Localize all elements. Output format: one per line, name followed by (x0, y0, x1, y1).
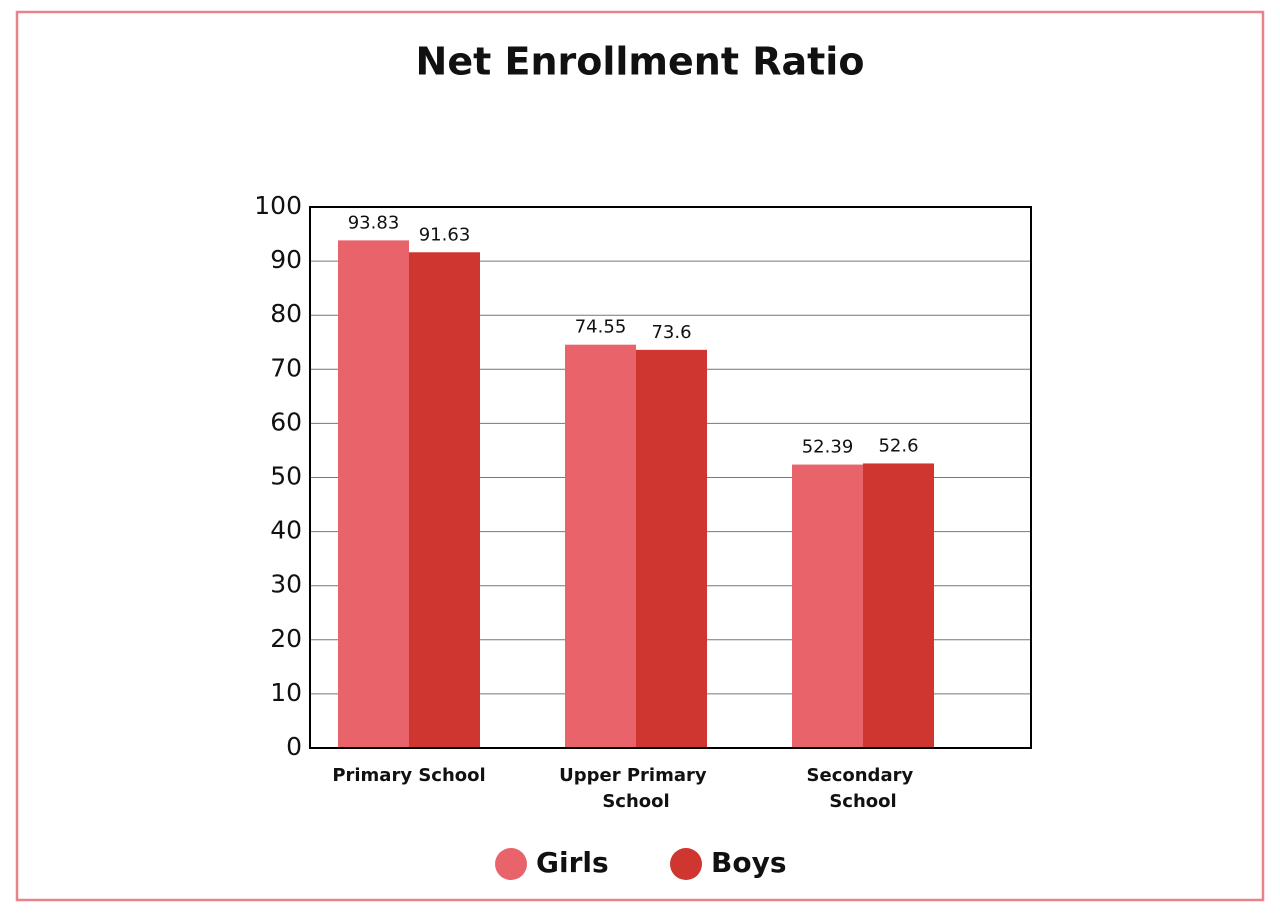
y-tick-label: 40 (270, 516, 302, 545)
value-label: 93.83 (348, 212, 400, 233)
x-tick-label: Primary School (332, 765, 485, 786)
legend-marker (495, 848, 527, 880)
legend-label: Boys (711, 846, 787, 879)
y-tick-label: 0 (286, 732, 302, 761)
x-tick-label: Secondary School (807, 765, 920, 812)
bar (565, 344, 636, 748)
y-tick-label: 50 (270, 462, 302, 491)
legend-marker (670, 848, 702, 880)
bar (792, 464, 863, 748)
x-tick-label-line: Upper Primary (559, 765, 713, 786)
x-tick-label-line: School (829, 791, 896, 812)
y-tick-label: 100 (254, 191, 302, 220)
value-label: 52.39 (802, 437, 854, 458)
bar (863, 463, 934, 748)
y-tick-label: 20 (270, 624, 302, 653)
x-tick-label: Upper Primary School (559, 765, 713, 812)
y-tick-label: 30 (270, 570, 302, 599)
value-label: 73.6 (651, 322, 691, 343)
x-tick-label-line: School (602, 791, 669, 812)
y-tick-label: 70 (270, 353, 302, 382)
value-label: 74.55 (575, 317, 627, 338)
value-label: 91.63 (419, 224, 471, 245)
legend-label: Girls (536, 846, 609, 879)
bar (338, 240, 409, 748)
y-tick-label: 10 (270, 678, 302, 707)
plot-border (309, 206, 1032, 749)
bar (409, 252, 480, 749)
x-tick-label-line: Secondary (807, 765, 920, 786)
chart-title: Net Enrollment Ratio (416, 40, 865, 84)
bar (636, 349, 707, 748)
y-tick-label: 60 (270, 407, 302, 436)
y-tick-label: 90 (270, 245, 302, 274)
y-tick-label: 80 (270, 299, 302, 328)
value-label: 52.6 (878, 435, 918, 456)
